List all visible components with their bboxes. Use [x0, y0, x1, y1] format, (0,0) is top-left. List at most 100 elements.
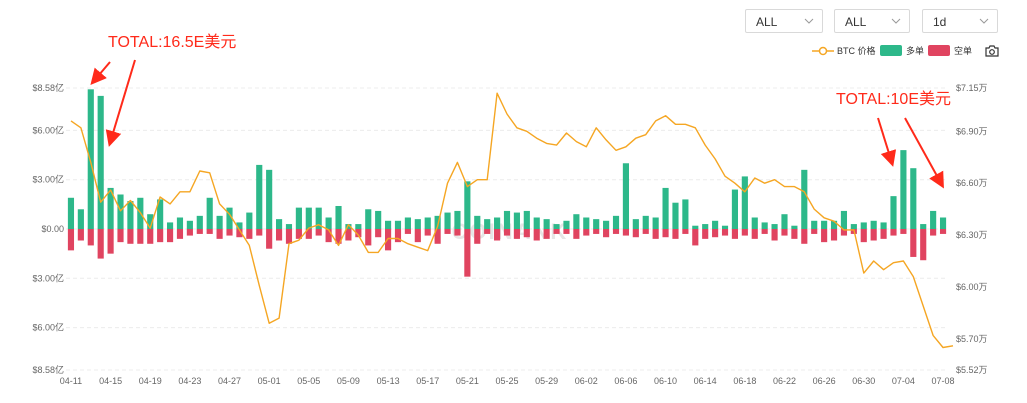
short-bar — [67, 229, 75, 251]
long-bar — [107, 187, 114, 229]
long-swatch-icon — [880, 45, 902, 56]
short-bar — [672, 229, 679, 239]
short-bar — [563, 229, 570, 234]
short-bar — [414, 229, 421, 243]
short-bar — [712, 229, 719, 238]
short-bar — [533, 229, 540, 241]
long-bar — [275, 219, 283, 229]
legend-item-long[interactable]: 多单 — [880, 44, 924, 57]
short-bar — [285, 229, 293, 244]
chevron-down-icon — [891, 18, 901, 24]
legend-item-short[interactable]: 空单 — [928, 44, 972, 57]
x-tick-label: 05-01 — [258, 376, 281, 386]
short-bar — [206, 229, 213, 234]
interval-select-value: 1d — [933, 15, 947, 29]
long-bar — [781, 214, 788, 229]
x-tick-label: 05-17 — [416, 376, 439, 386]
short-bar — [345, 229, 352, 241]
long-bar — [77, 209, 84, 229]
x-tick-label: 06-26 — [813, 376, 836, 386]
long-bar — [939, 217, 947, 229]
short-bar — [246, 229, 253, 239]
short-bar — [266, 229, 273, 249]
long-bar — [920, 224, 927, 229]
short-bar — [166, 229, 174, 243]
short-bar — [731, 229, 739, 239]
interval-select[interactable]: 1d — [922, 9, 998, 33]
short-bar — [176, 229, 184, 239]
camera-icon[interactable] — [985, 45, 999, 57]
long-bar — [692, 225, 699, 229]
short-bar — [870, 229, 877, 241]
short-bar — [513, 229, 520, 239]
short-bar — [295, 229, 302, 239]
long-bar — [166, 222, 174, 229]
short-bar — [236, 229, 243, 238]
y-right-tick-label: $5.52万 — [956, 365, 988, 375]
short-bar — [87, 229, 94, 246]
x-tick-label: 06-06 — [614, 376, 637, 386]
long-bar — [335, 205, 342, 229]
long-bar — [385, 220, 392, 229]
long-bar — [285, 224, 293, 229]
short-bar — [593, 229, 600, 234]
long-bar — [652, 217, 659, 229]
long-bar — [870, 220, 877, 229]
long-bar — [563, 220, 570, 229]
short-bar — [692, 229, 699, 246]
long-bar — [741, 176, 748, 229]
short-bar — [553, 229, 560, 234]
short-bar — [127, 229, 134, 244]
long-bar — [394, 220, 402, 229]
x-tick-label: 06-18 — [733, 376, 756, 386]
short-bar — [226, 229, 233, 236]
x-tick-label: 05-21 — [456, 376, 479, 386]
short-bar — [474, 229, 481, 244]
y-right-tick-label: $7.15万 — [956, 83, 988, 93]
short-bar — [741, 229, 748, 236]
long-bar — [434, 215, 441, 229]
legend-label-long: 多单 — [906, 46, 925, 56]
long-bar — [236, 222, 243, 229]
short-bar — [573, 229, 580, 239]
y-left-tick-label: $8.58亿 — [32, 364, 64, 375]
short-bar — [464, 229, 471, 277]
short-bar — [523, 229, 530, 238]
y-right-tick-label: $6.00万 — [956, 282, 988, 292]
short-bar — [652, 229, 659, 239]
short-bar — [860, 229, 867, 243]
filter-select-2[interactable]: ALL — [834, 9, 910, 33]
long-bar — [702, 224, 709, 229]
short-bar — [147, 229, 154, 244]
legend-label-price: BTC 价格 — [837, 46, 876, 56]
long-bar — [295, 207, 302, 229]
legend-item-price[interactable]: BTC 价格 — [812, 44, 876, 57]
long-bar — [830, 220, 838, 229]
long-bar — [622, 163, 629, 229]
long-bar — [503, 210, 511, 229]
short-bar — [543, 229, 550, 239]
y-left-tick-label: $3.00亿 — [32, 272, 64, 283]
long-bar — [662, 187, 669, 229]
short-bar — [484, 229, 491, 234]
long-bar — [484, 219, 491, 229]
x-tick-label: 04-23 — [178, 376, 201, 386]
short-bar — [771, 229, 778, 241]
short-bar — [662, 229, 669, 238]
long-bar — [761, 222, 768, 229]
short-bar — [325, 229, 332, 243]
long-bar — [603, 220, 610, 229]
x-tick-label: 06-14 — [694, 376, 717, 386]
short-bar — [315, 229, 322, 236]
long-bar — [850, 224, 857, 229]
filter-select-1[interactable]: ALL — [745, 9, 823, 33]
long-bar — [583, 217, 590, 229]
long-bar — [444, 212, 451, 229]
short-bar — [355, 229, 362, 238]
short-bar — [375, 229, 382, 238]
short-bar — [840, 229, 848, 236]
short-bar — [612, 229, 620, 234]
long-bar — [345, 224, 352, 229]
short-bar — [503, 229, 511, 236]
long-bar — [147, 214, 154, 229]
